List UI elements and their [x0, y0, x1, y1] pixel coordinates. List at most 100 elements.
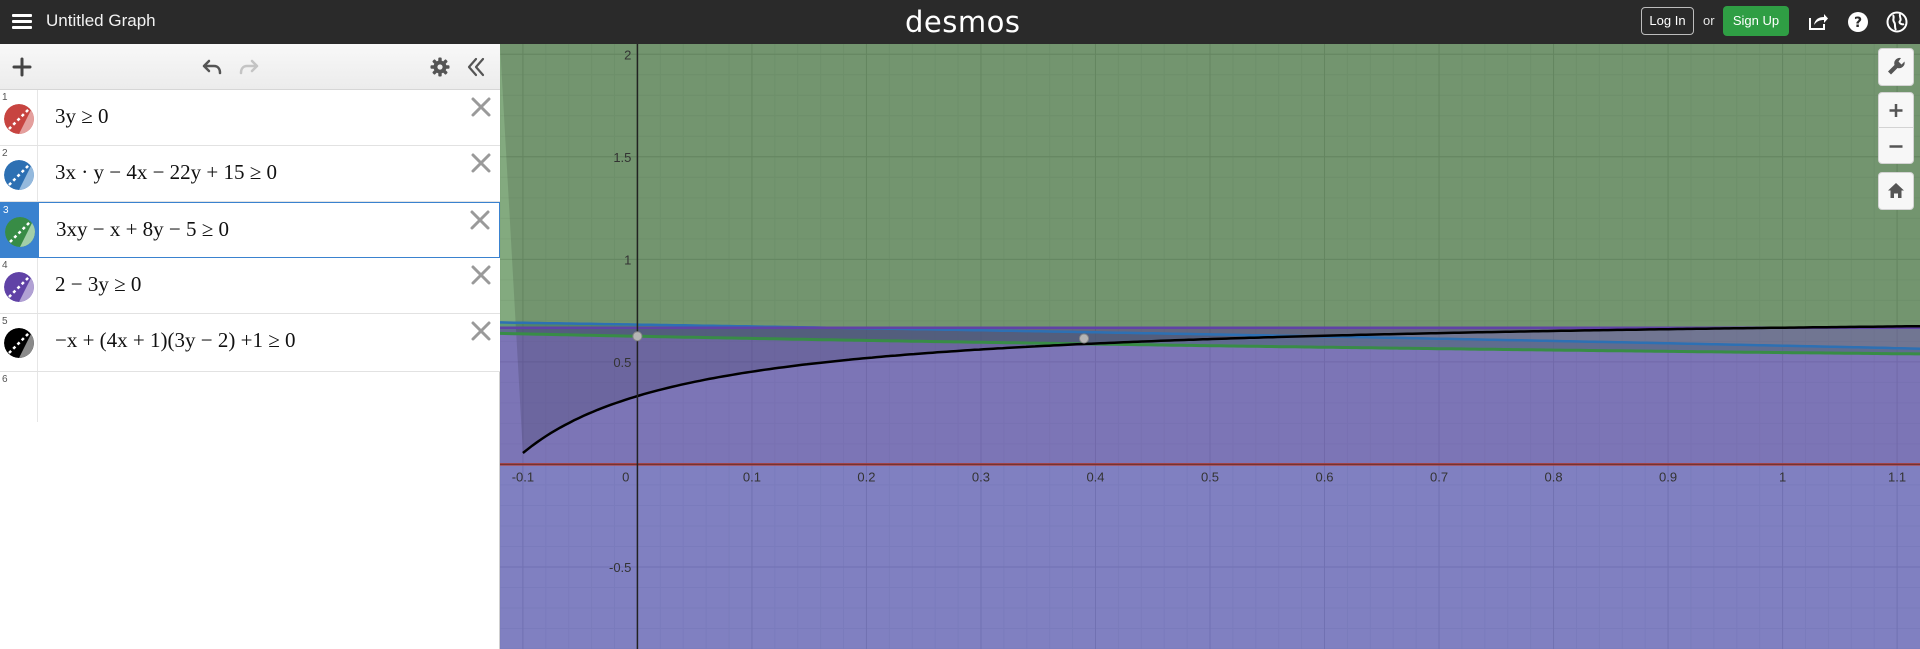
delete-expression-button[interactable]: [470, 320, 492, 342]
region-inequality-4: [500, 327, 1920, 649]
y-tick-label: 1: [624, 252, 631, 267]
wrench-icon: [1888, 57, 1905, 75]
new-expression-row[interactable]: 6: [0, 372, 500, 422]
x-tick-label: 0.8: [1545, 469, 1563, 484]
graph-plot[interactable]: -0.1 0 0.1 0.2 0.3 0.4 0.5 0.6 0.7 0.8 0.9 1 1.1 -0.5…: [500, 44, 1920, 649]
expression-row-1[interactable]: 1 3y ≥ 0: [0, 90, 500, 146]
expression-input[interactable]: 3x · y − 4x − 22y + 15 ≥ 0: [55, 160, 278, 184]
expression-input[interactable]: −x + (4x + 1)(3y − 2) +1 ≥ 0: [55, 328, 296, 352]
expression-list: 1 3y ≥ 0 2 3x · y − 4x − 22: [0, 90, 500, 422]
boundary-curve-3: [500, 331, 1920, 356]
plus-icon: [1889, 104, 1903, 117]
x-tick-label: 0.4: [1086, 469, 1104, 484]
x-tick-label: 1: [1779, 469, 1786, 484]
expression-input[interactable]: 2 − 3y ≥ 0: [55, 272, 142, 296]
region-inequality-5: [500, 44, 1920, 453]
x-tick-label: 0.9: [1659, 469, 1677, 484]
expression-number: 1: [2, 92, 8, 103]
expression-number: 5: [2, 316, 8, 327]
graph-canvas[interactable]: -0.1 0 0.1 0.2 0.3 0.4 0.5 0.6 0.7 0.8 0.9 1 1.1 -0.5…: [500, 44, 1920, 649]
region-inequality-3: [500, 44, 1920, 354]
share-icon[interactable]: [1806, 10, 1830, 34]
expression-number: 6: [2, 374, 8, 385]
delete-expression-button[interactable]: [470, 96, 492, 118]
delete-expression-button[interactable]: [470, 152, 492, 174]
close-icon: [471, 153, 491, 173]
x-tick-label: 0.3: [972, 469, 990, 484]
expression-gutter: 5: [0, 314, 38, 371]
close-icon: [470, 210, 490, 230]
x-tick-label: 0.6: [1315, 469, 1333, 484]
color-toggle-icon[interactable]: [4, 104, 34, 134]
color-toggle-icon[interactable]: [4, 328, 34, 358]
svg-text:?: ?: [1854, 15, 1862, 31]
x-tick-label: 0.5: [1201, 469, 1219, 484]
x-tick-label: -0.1: [512, 469, 534, 484]
x-tick-label: 0.2: [857, 469, 875, 484]
color-toggle-icon[interactable]: [4, 160, 34, 190]
expression-row-2[interactable]: 2 3x · y − 4x − 22y + 15 ≥ 0: [0, 146, 500, 202]
expression-gutter: 6: [0, 372, 38, 422]
close-icon: [471, 265, 491, 285]
expression-gutter: 3: [1, 203, 39, 257]
x-tick-label: 0.1: [743, 469, 761, 484]
redo-icon: [239, 59, 259, 75]
expression-row-5[interactable]: 5 −x + (4x + 1)(3y − 2) +1 ≥ 0: [0, 314, 500, 372]
expression-panel: 1 3y ≥ 0 2 3x · y − 4x − 22: [0, 44, 500, 649]
x-tick-label: 0.7: [1430, 469, 1448, 484]
or-label: or: [1703, 13, 1715, 28]
top-bar: Untitled Graph desmos Log In or Sign Up …: [0, 0, 1920, 44]
y-tick-label: -0.5: [609, 560, 631, 575]
close-icon: [471, 97, 491, 117]
undo-icon: [202, 59, 222, 75]
help-icon[interactable]: ?: [1846, 10, 1870, 34]
color-toggle-icon[interactable]: [4, 272, 34, 302]
x-tick-label: 0: [622, 469, 629, 484]
login-button[interactable]: Log In: [1641, 7, 1694, 35]
expression-input[interactable]: 3y ≥ 0: [55, 104, 109, 128]
boundary-curve-2: [500, 321, 1920, 350]
zoom-out-button[interactable]: [1879, 129, 1913, 164]
delete-expression-button[interactable]: [469, 209, 491, 231]
y-tick-label: 2: [624, 47, 631, 62]
globe-icon[interactable]: [1885, 10, 1909, 34]
hamburger-icon[interactable]: [11, 11, 33, 33]
zoom-controls: [1878, 92, 1914, 164]
point-of-interest: [632, 331, 643, 342]
close-icon: [471, 321, 491, 341]
add-expression-button[interactable]: [10, 55, 34, 79]
y-tick-label: 0.5: [613, 355, 631, 370]
delete-expression-button[interactable]: [470, 264, 492, 286]
graph-title[interactable]: Untitled Graph: [46, 11, 156, 30]
expression-number: 2: [2, 148, 8, 159]
zoom-in-button[interactable]: [1879, 93, 1913, 128]
undo-button[interactable]: [200, 55, 224, 79]
default-viewport-button[interactable]: [1878, 172, 1914, 210]
brand-logo: desmos: [905, 5, 1021, 39]
redo-button[interactable]: [237, 55, 261, 79]
home-icon: [1888, 183, 1904, 198]
collapse-panel-button[interactable]: [464, 55, 488, 79]
plus-icon: [12, 57, 32, 77]
expression-gutter: 2: [0, 146, 38, 201]
gear-icon: [430, 57, 450, 77]
expression-gutter: 1: [0, 90, 38, 145]
expression-row-4[interactable]: 4 2 − 3y ≥ 0: [0, 258, 500, 314]
y-tick-label: 1.5: [613, 150, 631, 165]
expression-number: 3: [3, 205, 9, 216]
expression-input[interactable]: 3xy − x + 8y − 5 ≥ 0: [56, 217, 230, 241]
expression-row-3[interactable]: 3 3xy − x + 8y − 5 ≥ 0: [0, 202, 500, 258]
expression-number: 4: [2, 260, 8, 271]
graph-settings-button[interactable]: [1878, 48, 1914, 86]
expression-toolbar: [0, 44, 500, 90]
signup-button[interactable]: Sign Up: [1723, 6, 1789, 36]
boundary-curve-5: [522, 324, 1920, 454]
settings-button[interactable]: [428, 55, 452, 79]
double-chevron-left-icon: [467, 57, 485, 77]
color-toggle-icon[interactable]: [5, 217, 35, 247]
minus-icon: [1889, 145, 1903, 148]
expression-gutter: 4: [0, 258, 38, 313]
x-tick-label: 1.1: [1888, 469, 1906, 484]
point-of-interest: [1079, 333, 1090, 344]
